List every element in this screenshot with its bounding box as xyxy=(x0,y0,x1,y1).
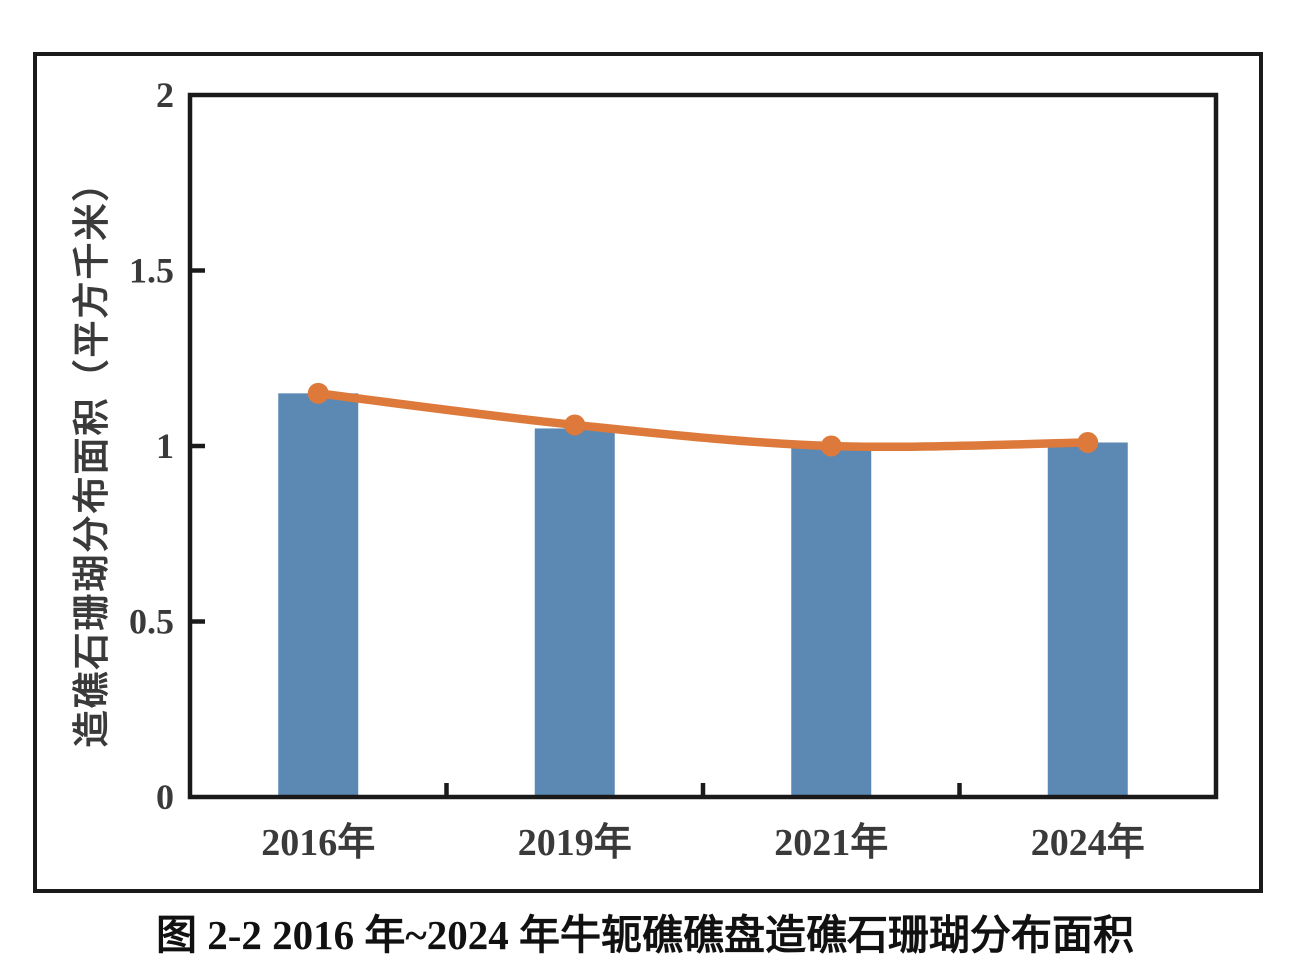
x-axis-label: 2016年 xyxy=(261,822,375,864)
y-tick-label: 2 xyxy=(156,75,174,115)
figure-caption: 图 2-2 2016 年~2024 年牛轭礁礁盘造礁石珊瑚分布面积 xyxy=(156,912,1134,958)
y-axis-title-text: 造礁石珊瑚分布面积（平方千米） xyxy=(72,162,113,748)
trend-line xyxy=(314,389,1092,452)
data-point-marker xyxy=(307,382,329,404)
bar xyxy=(791,446,872,797)
x-axis-label: 2024年 xyxy=(1031,822,1145,864)
data-point-marker xyxy=(1077,431,1099,453)
data-point-marker xyxy=(820,435,842,457)
bar xyxy=(278,393,359,797)
x-axis-label: 2021年 xyxy=(774,822,888,864)
x-axis-label: 2019年 xyxy=(518,822,632,864)
data-point-marker xyxy=(564,414,586,436)
y-tick-label: 0.5 xyxy=(129,602,174,642)
y-tick-label: 1 xyxy=(156,426,174,466)
y-tick-label: 0 xyxy=(156,777,174,817)
bar xyxy=(534,428,615,797)
y-tick-label: 1.5 xyxy=(129,251,174,291)
bar xyxy=(1047,442,1128,797)
